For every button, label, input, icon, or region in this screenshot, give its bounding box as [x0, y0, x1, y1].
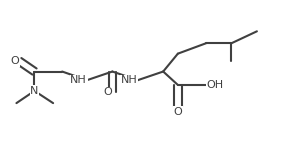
Text: O: O: [173, 107, 182, 117]
Text: OH: OH: [206, 80, 223, 90]
Text: O: O: [104, 87, 112, 97]
Text: O: O: [10, 56, 19, 66]
Text: NH: NH: [121, 75, 138, 85]
Text: N: N: [30, 86, 39, 96]
Text: NH: NH: [70, 75, 87, 85]
